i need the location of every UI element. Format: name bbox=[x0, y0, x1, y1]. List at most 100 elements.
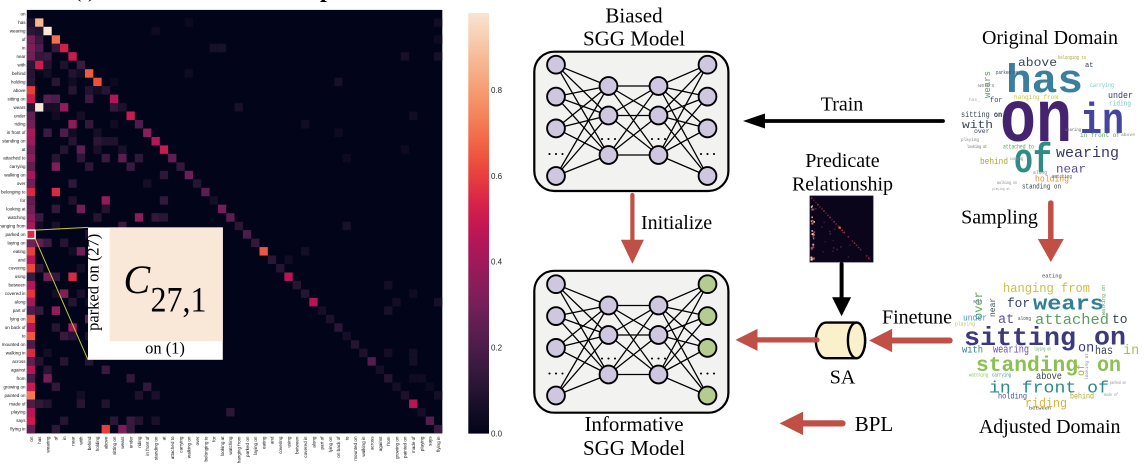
svg-text:): ) bbox=[88, 0, 95, 2]
svg-text:watching: watching bbox=[228, 436, 233, 455]
svg-text:playing: playing bbox=[955, 321, 975, 328]
svg-text:to: to bbox=[345, 436, 350, 440]
svg-text:eating: eating bbox=[13, 249, 26, 254]
svg-text:along: along bbox=[1018, 316, 1031, 322]
svg-text:wearing: wearing bbox=[45, 436, 50, 453]
svg-text:hanging from: hanging from bbox=[1014, 94, 1058, 101]
svg-text:between: between bbox=[8, 283, 26, 288]
svg-text:between: between bbox=[1029, 406, 1051, 412]
svg-text:from: from bbox=[17, 376, 26, 381]
svg-text:hanging from: hanging from bbox=[237, 436, 242, 463]
svg-text:SA: SA bbox=[830, 367, 856, 389]
svg-text:standing on: standing on bbox=[2, 139, 26, 144]
svg-text:holding: holding bbox=[1035, 174, 1069, 185]
svg-text:wears: wears bbox=[983, 71, 993, 98]
svg-text:laying on: laying on bbox=[7, 240, 26, 245]
svg-text:at: at bbox=[162, 436, 167, 441]
svg-text:(: ( bbox=[74, 0, 81, 2]
svg-text:for: for bbox=[1007, 296, 1030, 311]
svg-text:part of: part of bbox=[13, 308, 27, 313]
svg-text:carrying: carrying bbox=[9, 164, 26, 169]
svg-text:belonging to: belonging to bbox=[203, 436, 208, 461]
svg-text:on (1): on (1) bbox=[145, 339, 185, 358]
svg-text:. . .: . . . bbox=[699, 363, 715, 378]
svg-text:playing: playing bbox=[419, 436, 424, 451]
svg-text:on: on bbox=[1097, 355, 1121, 378]
svg-text:growing on: growing on bbox=[3, 384, 26, 389]
svg-text:. . .: . . . bbox=[650, 348, 666, 363]
svg-text:walking on: walking on bbox=[187, 436, 192, 458]
svg-text:Predicate: Predicate bbox=[805, 150, 880, 172]
svg-text:watching: watching bbox=[1052, 174, 1072, 180]
svg-text:covering: covering bbox=[8, 266, 26, 271]
svg-text:has: has bbox=[1006, 60, 1083, 105]
svg-text:attached to: attached to bbox=[170, 436, 175, 459]
svg-text:sitting on: sitting on bbox=[7, 96, 26, 101]
svg-text:wearing: wearing bbox=[1056, 146, 1119, 162]
svg-text:. . .: . . . bbox=[600, 128, 616, 143]
svg-text:standing: standing bbox=[976, 355, 1078, 378]
svg-text:covered in: covered in bbox=[5, 291, 26, 296]
svg-text:0.2: 0.2 bbox=[491, 344, 503, 353]
svg-text:parked on: parked on bbox=[5, 232, 26, 237]
svg-text:over: over bbox=[972, 291, 986, 320]
svg-text:playing: playing bbox=[961, 137, 979, 143]
svg-text:in: in bbox=[22, 46, 26, 51]
svg-text:attached to: attached to bbox=[3, 156, 26, 161]
svg-text:of: of bbox=[1014, 137, 1052, 185]
svg-text:p: p bbox=[320, 0, 333, 3]
svg-text:part of: part of bbox=[320, 436, 325, 450]
svg-text:hanging from: hanging from bbox=[1003, 282, 1090, 296]
svg-text:near: near bbox=[16, 54, 26, 59]
svg-text:. . .: . . . bbox=[650, 128, 666, 143]
svg-text:SGG Model: SGG Model bbox=[583, 27, 685, 51]
svg-text:with: with bbox=[962, 120, 993, 132]
svg-text:covering: covering bbox=[278, 436, 283, 454]
svg-text:belonging to: belonging to bbox=[1, 190, 26, 195]
svg-text:says: says bbox=[16, 418, 26, 423]
svg-text:of: of bbox=[22, 37, 27, 42]
svg-text:lying on: lying on bbox=[10, 317, 26, 322]
svg-text:from: from bbox=[386, 436, 391, 445]
svg-text:carrying: carrying bbox=[1090, 82, 1114, 89]
svg-text:lying on: lying on bbox=[328, 436, 333, 452]
svg-text:using: using bbox=[1010, 156, 1024, 162]
svg-text:for: for bbox=[20, 198, 26, 203]
svg-text:flying in: flying in bbox=[10, 427, 26, 432]
svg-text:eating: eating bbox=[1042, 273, 1062, 280]
svg-text:Train: Train bbox=[821, 94, 864, 116]
svg-text:wearing: wearing bbox=[1065, 127, 1081, 133]
svg-text:at: at bbox=[998, 313, 1014, 328]
svg-text:under: under bbox=[14, 113, 26, 118]
svg-text:0.4: 0.4 bbox=[491, 258, 503, 267]
svg-text:. . .: . . . bbox=[548, 363, 564, 378]
svg-text:parked on: parked on bbox=[245, 436, 250, 457]
svg-text:on back of: on back of bbox=[336, 436, 341, 458]
svg-text:in: in bbox=[1123, 344, 1139, 359]
svg-text:and: and bbox=[973, 299, 981, 305]
svg-text:covered in: covered in bbox=[303, 436, 308, 458]
svg-text:laying on: laying on bbox=[1034, 346, 1051, 353]
svg-text:on: on bbox=[1094, 323, 1126, 353]
svg-text:above: above bbox=[104, 436, 109, 449]
svg-text:with: with bbox=[962, 345, 983, 357]
svg-text:carrying: carrying bbox=[178, 436, 183, 453]
svg-text:mounted on: mounted on bbox=[353, 436, 358, 461]
svg-text:using: using bbox=[286, 436, 291, 447]
svg-text:. . .: . . . bbox=[548, 143, 564, 158]
svg-text:of: of bbox=[54, 436, 59, 441]
svg-text:attached to: attached to bbox=[1003, 144, 1034, 151]
svg-text:wearing: wearing bbox=[10, 29, 26, 34]
svg-text:riding: riding bbox=[1025, 397, 1067, 411]
svg-text:near: near bbox=[989, 298, 998, 317]
svg-text:has: has bbox=[37, 436, 42, 444]
svg-text:0.6: 0.6 bbox=[491, 172, 503, 181]
svg-text:sitting: sitting bbox=[964, 323, 1076, 353]
svg-text:at: at bbox=[22, 147, 27, 152]
svg-text:hanging from: hanging from bbox=[0, 223, 26, 228]
svg-text:to: to bbox=[22, 334, 26, 339]
svg-text:of: of bbox=[1076, 364, 1088, 376]
svg-text:behind: behind bbox=[980, 156, 1008, 167]
svg-text:near: near bbox=[70, 436, 75, 446]
svg-text:carrying: carrying bbox=[992, 371, 1011, 378]
